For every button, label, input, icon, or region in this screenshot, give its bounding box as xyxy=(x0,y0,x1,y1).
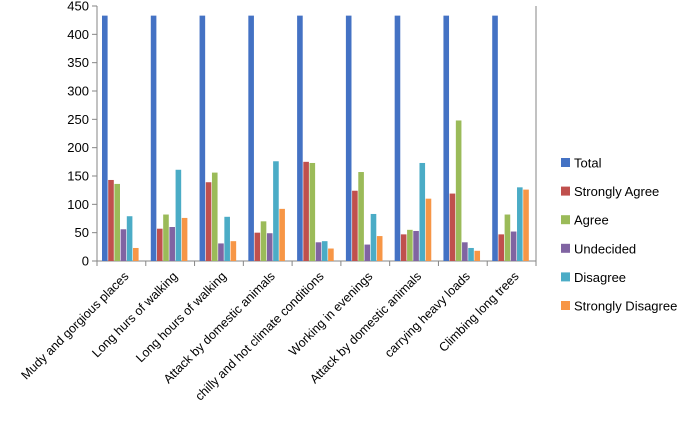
bar-disagree xyxy=(370,213,377,261)
bar-strongly-agree xyxy=(205,182,212,261)
bar-agree xyxy=(504,214,511,261)
bar-total xyxy=(345,15,352,261)
bar-undecided xyxy=(462,242,468,261)
bar-strongly-agree xyxy=(108,179,114,261)
bar-total xyxy=(443,15,450,261)
bar-strongly-disagree xyxy=(474,250,481,261)
y-tick-label: 350 xyxy=(67,55,89,70)
bar-undecided xyxy=(120,229,127,261)
bar-agree xyxy=(407,229,413,261)
bar-strongly-disagree xyxy=(425,198,432,261)
bar-undecided xyxy=(266,233,273,261)
legend-swatch xyxy=(561,186,570,196)
bar-disagree xyxy=(126,216,133,261)
bar-disagree xyxy=(273,161,279,261)
bar-strongly-agree xyxy=(498,234,505,261)
legend-swatch xyxy=(561,158,570,167)
bar-strongly-disagree xyxy=(181,217,188,261)
bar-undecided xyxy=(510,231,517,261)
bar-total xyxy=(150,15,157,261)
bar-strongly-disagree xyxy=(523,189,529,261)
bar-strongly-disagree xyxy=(328,248,334,261)
legend-swatch xyxy=(561,301,570,310)
x-tick-label: carrying heavy loads xyxy=(382,269,473,360)
bar-total xyxy=(297,15,303,261)
bar-total xyxy=(492,15,498,261)
y-tick-label: 450 xyxy=(67,0,89,14)
y-tick-label: 250 xyxy=(67,112,89,127)
bar-undecided xyxy=(364,244,371,261)
legend-swatch xyxy=(561,243,570,253)
bar-agree xyxy=(309,162,316,261)
y-tick-label: 100 xyxy=(67,197,89,212)
legend: Total Strongly Agree Agree Undecided Disagre… xyxy=(561,156,677,314)
y-tick-label: 400 xyxy=(67,27,89,42)
bar-disagree xyxy=(224,216,230,261)
bar-total xyxy=(248,15,254,261)
bar-total xyxy=(199,15,206,261)
legend-label: Strongly Agree xyxy=(574,184,659,199)
legend-label: Agree xyxy=(574,213,609,228)
bar-strongly-disagree xyxy=(133,247,139,261)
y-tick-label: 150 xyxy=(67,169,89,184)
bar-strongly-disagree xyxy=(376,236,383,261)
bar-agree xyxy=(114,183,120,261)
x-tick-label: Long hurs of walking xyxy=(89,269,180,360)
bar-agree xyxy=(211,172,218,261)
legend-label: Total xyxy=(574,156,602,171)
bar-total xyxy=(394,15,401,261)
legend-label: Undecided xyxy=(574,241,636,256)
bar-strongly-agree xyxy=(303,161,309,261)
bar-strongly-agree xyxy=(254,232,261,261)
bar-strongly-agree xyxy=(156,228,163,261)
bar-strongly-agree xyxy=(352,190,358,261)
bar-undecided xyxy=(218,243,224,261)
bar-strongly-disagree xyxy=(279,208,285,261)
bar-strongly-agree xyxy=(400,234,407,261)
bar-disagree xyxy=(321,241,328,261)
bar-agree xyxy=(260,221,267,261)
bar-undecided xyxy=(413,230,419,261)
bar-disagree xyxy=(175,169,182,261)
y-tick-label: 300 xyxy=(67,84,89,99)
bar-strongly-disagree xyxy=(230,241,237,261)
bar-undecided xyxy=(315,242,322,261)
legend-swatch xyxy=(561,215,570,225)
bars xyxy=(102,15,529,261)
legend-label: Disagree xyxy=(574,270,626,285)
x-tick-label: Long hours of walking xyxy=(133,269,229,365)
bar-agree xyxy=(455,120,462,261)
x-tick-label: Working in evenings xyxy=(286,269,375,358)
bar-undecided xyxy=(169,227,175,261)
bar-agree xyxy=(358,172,364,261)
legend-label: Strongly Disagree xyxy=(574,299,677,314)
y-tick-label: 0 xyxy=(82,254,89,269)
bar-strongly-agree xyxy=(449,193,456,261)
bar-disagree xyxy=(517,187,523,261)
bar-disagree xyxy=(419,162,426,261)
legend-swatch xyxy=(561,272,570,282)
bar-disagree xyxy=(468,247,474,261)
y-tick-label: 200 xyxy=(67,140,89,155)
y-tick-label: 50 xyxy=(75,225,89,240)
bar-agree xyxy=(163,214,169,261)
bar-total xyxy=(102,15,108,261)
